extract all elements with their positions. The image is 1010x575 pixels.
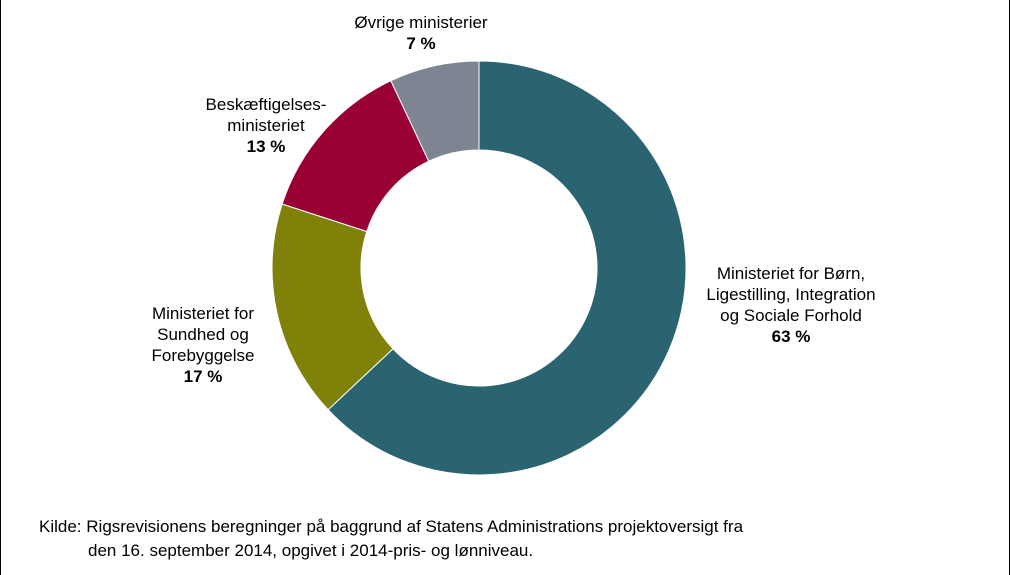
- slice-label-born: Ministeriet for Børn, Ligestilling, Inte…: [671, 263, 911, 347]
- slice-label-beskaeftigelse-line1: Beskæftigelses-: [205, 95, 327, 114]
- slice-label-beskaeftigelse-line2: ministeriet: [227, 116, 305, 135]
- source-prefix: Kilde:: [39, 517, 82, 536]
- slice-value-beskaeftigelse: 13 %: [246, 137, 286, 156]
- slice-label-sundhed-line2: Sundhed og: [157, 325, 249, 344]
- slice-value-ovrige: 7 %: [406, 34, 436, 53]
- slice-label-ovrige: Øvrige ministerier 7 %: [331, 12, 511, 54]
- source-line1: Rigsrevisionens beregninger på baggrund …: [86, 517, 744, 536]
- slice-label-sundhed: Ministeriet for Sundhed og Forebyggelse …: [123, 303, 283, 387]
- slice-ovrige: [390, 60, 480, 162]
- slice-value-sundhed: 17 %: [183, 367, 223, 386]
- slice-label-ovrige-line1: Øvrige ministerier: [354, 13, 488, 32]
- slice-label-born-line3: og Sociale Forhold: [720, 306, 862, 325]
- slice-label-sundhed-line1: Ministeriet for: [151, 304, 255, 323]
- donut-chart: [271, 60, 687, 476]
- slice-value-born: 63 %: [771, 327, 811, 346]
- source-note: Kilde: Rigsrevisionens beregninger på ba…: [39, 515, 939, 563]
- slice-born: [327, 60, 687, 476]
- slice-label-born-line2: Ligestilling, Integration: [706, 285, 876, 304]
- source-line2: den 16. september 2014, opgivet i 2014-p…: [88, 541, 534, 560]
- slice-label-born-line1: Ministeriet for Børn,: [716, 264, 866, 283]
- slice-label-sundhed-line3: Forebyggelse: [151, 346, 255, 365]
- slice-sundhed: [271, 203, 394, 411]
- slice-label-beskaeftigelse: Beskæftigelses- ministeriet 13 %: [181, 94, 351, 157]
